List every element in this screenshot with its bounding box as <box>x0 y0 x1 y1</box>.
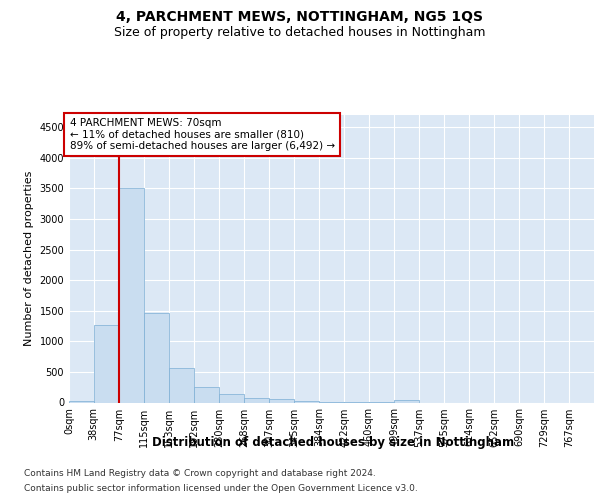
Text: 4, PARCHMENT MEWS, NOTTINGHAM, NG5 1QS: 4, PARCHMENT MEWS, NOTTINGHAM, NG5 1QS <box>116 10 484 24</box>
Text: Contains public sector information licensed under the Open Government Licence v3: Contains public sector information licen… <box>24 484 418 493</box>
Bar <box>194 387 219 402</box>
Text: Size of property relative to detached houses in Nottingham: Size of property relative to detached ho… <box>114 26 486 39</box>
Bar <box>144 313 169 402</box>
Text: 4 PARCHMENT MEWS: 70sqm
← 11% of detached houses are smaller (810)
89% of semi-d: 4 PARCHMENT MEWS: 70sqm ← 11% of detache… <box>70 118 335 152</box>
Bar <box>169 368 194 402</box>
Bar <box>219 394 244 402</box>
Bar <box>269 399 294 402</box>
Y-axis label: Number of detached properties: Number of detached properties <box>24 171 34 346</box>
Text: Contains HM Land Registry data © Crown copyright and database right 2024.: Contains HM Land Registry data © Crown c… <box>24 469 376 478</box>
Bar <box>119 188 144 402</box>
Bar <box>94 325 119 402</box>
Bar <box>394 400 419 402</box>
Bar <box>69 400 94 402</box>
Text: Distribution of detached houses by size in Nottingham: Distribution of detached houses by size … <box>152 436 514 449</box>
Bar <box>244 398 269 402</box>
